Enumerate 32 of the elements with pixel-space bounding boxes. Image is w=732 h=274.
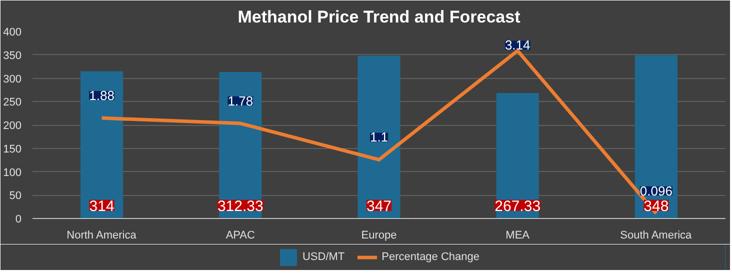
y-tick-label: 300	[3, 73, 22, 86]
data-label: 347	[366, 198, 392, 215]
chart-title: Methanol Price Trend and Forecast	[238, 8, 521, 26]
data-label: 312.33	[217, 198, 264, 215]
bar	[634, 55, 678, 218]
data-label: 1.88	[89, 88, 114, 104]
y-tick-label: 150	[3, 143, 22, 156]
bar	[80, 71, 124, 218]
y-tick-label: 250	[3, 96, 22, 109]
legend-label: USD/MT	[302, 251, 345, 263]
x-tick-label: APAC	[226, 230, 256, 242]
x-tick-label: Europe	[361, 230, 397, 242]
y-tick-label: 200	[3, 120, 22, 132]
bar	[219, 72, 262, 218]
y-tick-label: 400	[3, 26, 22, 38]
data-label: 314	[89, 198, 114, 215]
data-label: 1.1	[370, 130, 388, 145]
legend-label: Percentage Change	[382, 251, 480, 263]
y-tick-label: 100	[3, 166, 22, 179]
bar	[496, 93, 539, 218]
data-label: 0.096	[640, 183, 672, 198]
y-tick-label: 350	[3, 50, 22, 62]
data-label: 348	[644, 198, 669, 215]
x-tick-label: South America	[620, 230, 693, 242]
data-label: 267.33	[494, 198, 541, 215]
y-tick-label: 0	[15, 214, 22, 226]
data-label: 3.14	[504, 38, 530, 53]
y-tick-label: 50	[9, 190, 22, 202]
x-tick-label: North America	[66, 230, 138, 242]
data-label: 1.78	[228, 93, 254, 108]
bar	[358, 56, 400, 218]
x-tick-label: MEA	[506, 230, 530, 242]
